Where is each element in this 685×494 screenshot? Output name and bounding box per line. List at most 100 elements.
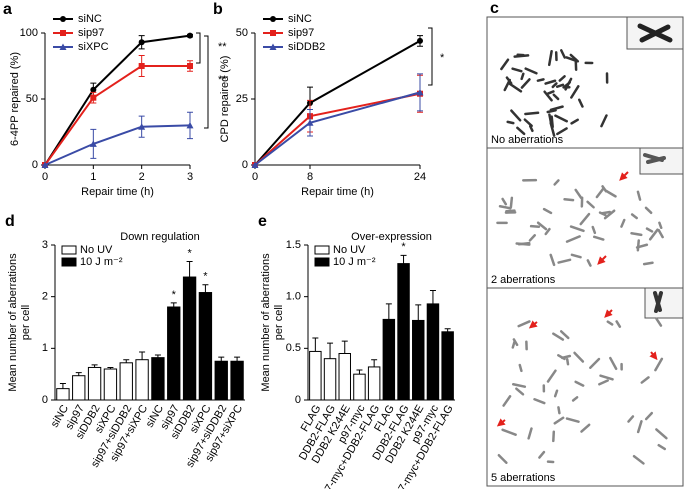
- legend-marker: [270, 16, 276, 22]
- chromosome: [558, 407, 559, 413]
- y-tick-label: 25: [236, 93, 248, 105]
- significance: *: [203, 271, 208, 283]
- series-line: [255, 94, 420, 165]
- y-tick-label: 1: [42, 342, 48, 354]
- chromosome: [519, 243, 529, 244]
- legend-label: sip97: [288, 27, 314, 39]
- bar: [215, 361, 227, 400]
- x-axis-label: Repair time (h): [81, 186, 154, 198]
- y-axis-label: 6-4PP repaired (%): [9, 52, 21, 146]
- y-tick-label: 0: [295, 394, 301, 406]
- bar: [354, 374, 365, 400]
- legend-swatch: [315, 246, 329, 254]
- legend-label: 10 J m⁻²: [333, 256, 376, 268]
- bar: [231, 361, 243, 400]
- chart-title: Down regulation: [120, 231, 200, 243]
- chromosome: [602, 212, 610, 213]
- y-tick-label: 1.5: [286, 239, 301, 251]
- bar: [120, 363, 132, 400]
- x-tick-label: 0: [252, 171, 258, 183]
- bar: [73, 376, 85, 400]
- legend-label: siNC: [288, 13, 312, 25]
- bar: [310, 351, 321, 400]
- bar: [398, 264, 409, 400]
- bar: [413, 320, 424, 400]
- point: [417, 38, 423, 44]
- error-bar: [386, 304, 392, 320]
- chromosome: [567, 359, 568, 364]
- point: [90, 95, 96, 101]
- y-axis-label: per cell: [20, 305, 32, 340]
- chromosome: [565, 199, 573, 200]
- panel-label: c: [490, 0, 499, 17]
- image-caption: No aberrations: [491, 134, 564, 146]
- legend-marker: [270, 30, 276, 36]
- x-tick-label: 3: [187, 171, 193, 183]
- bar: [199, 293, 211, 400]
- chromosome: [506, 211, 514, 212]
- legend-label: siXPC: [78, 41, 109, 53]
- karyotype-panels: No aberrations 2 aberrations 5 aberratio…: [487, 17, 683, 486]
- chromosome: [511, 198, 512, 207]
- legend-swatch: [62, 246, 76, 254]
- legend-swatch: [62, 258, 76, 266]
- bar: [57, 389, 69, 400]
- bar: [368, 367, 379, 400]
- bar: [339, 354, 350, 401]
- y-tick-label: 0: [32, 159, 38, 171]
- chromosome: [522, 74, 524, 79]
- error-bar: [401, 255, 407, 263]
- chromosome: [531, 226, 539, 227]
- y-axis-label: Mean number of aberrations: [260, 253, 272, 392]
- panel-label: e: [258, 213, 267, 230]
- bar: [136, 360, 148, 400]
- chromosome: [644, 263, 652, 264]
- point: [90, 87, 96, 93]
- significance: *: [440, 52, 445, 64]
- significance: *: [187, 247, 192, 259]
- series-line: [45, 66, 190, 165]
- series-line: [255, 92, 420, 165]
- point: [139, 39, 145, 45]
- x-axis-label: Repair time (h): [301, 186, 374, 198]
- panel-label: d: [5, 213, 15, 230]
- y-tick-label: 50: [236, 27, 248, 39]
- chromosome: [659, 223, 661, 228]
- bar: [442, 332, 453, 400]
- panel-label: a: [3, 1, 12, 18]
- error-bar: [202, 285, 208, 293]
- error-bar: [430, 290, 436, 303]
- chromosome: [632, 233, 642, 235]
- y-tick-label: 50: [26, 93, 38, 105]
- error-bar: [171, 303, 177, 307]
- legend-swatch: [315, 258, 329, 266]
- bar: [104, 369, 116, 400]
- image-caption: 5 aberrations: [491, 472, 556, 484]
- inset: [645, 288, 683, 318]
- bar: [324, 359, 335, 400]
- bar: [427, 304, 438, 400]
- chromosome: [520, 365, 522, 371]
- chromosome: [538, 79, 544, 80]
- legend-label: 10 J m⁻²: [80, 256, 123, 268]
- legend-marker: [60, 16, 66, 22]
- error-bar: [187, 262, 193, 278]
- y-axis-label: per cell: [273, 305, 285, 340]
- legend-label: sip97: [78, 27, 104, 39]
- chromosome: [508, 122, 514, 123]
- legend-marker: [60, 30, 66, 36]
- significance-bracket: [428, 28, 432, 85]
- significance-bracket: [204, 36, 208, 128]
- significance: *: [172, 289, 177, 301]
- image-caption: 2 aberrations: [491, 274, 556, 286]
- point: [187, 33, 193, 39]
- bar: [88, 367, 100, 400]
- chart-title: Over-expression: [351, 231, 432, 243]
- legend-label: siNC: [78, 13, 102, 25]
- y-tick-label: 2: [42, 291, 48, 303]
- bar: [383, 319, 394, 400]
- legend-label: No UV: [80, 244, 113, 256]
- x-tick-label: 0: [42, 171, 48, 183]
- error-bar: [218, 357, 224, 361]
